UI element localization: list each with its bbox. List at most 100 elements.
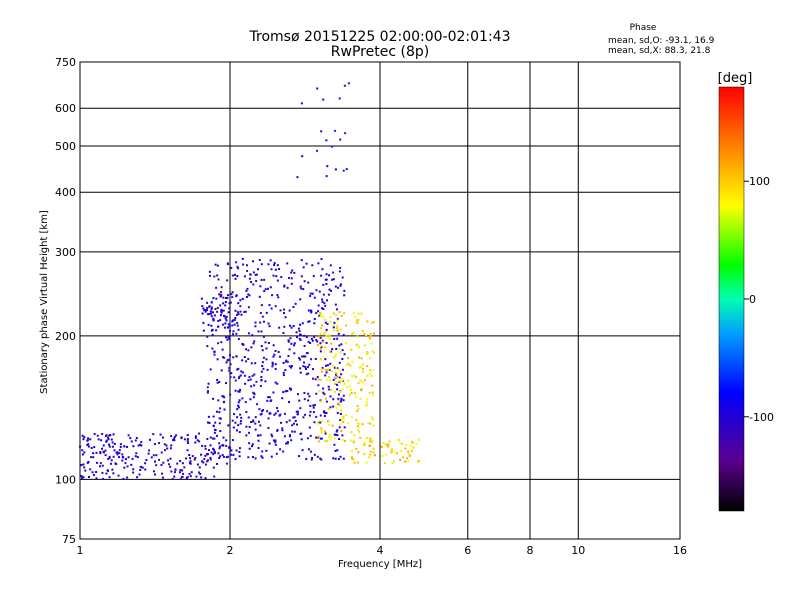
data-point <box>198 432 201 435</box>
data-point <box>339 390 342 393</box>
data-point <box>118 449 121 452</box>
data-point <box>335 347 338 350</box>
data-point <box>203 458 206 461</box>
data-point <box>298 337 301 340</box>
data-point <box>306 366 309 369</box>
data-point <box>218 442 221 445</box>
data-point <box>211 437 214 440</box>
data-point <box>195 475 198 478</box>
data-point <box>199 472 202 475</box>
data-point <box>111 445 114 448</box>
data-point <box>290 277 293 280</box>
data-point <box>176 462 179 465</box>
data-point <box>351 332 354 335</box>
data-point <box>261 456 264 459</box>
data-point <box>180 476 183 479</box>
data-point <box>186 476 189 479</box>
data-point <box>134 439 137 442</box>
data-point <box>301 449 304 452</box>
data-point <box>126 445 129 448</box>
data-point <box>262 320 265 323</box>
data-point <box>342 334 345 337</box>
data-point <box>181 469 184 472</box>
data-point <box>355 396 358 399</box>
data-point <box>371 321 374 324</box>
data-point <box>198 466 201 469</box>
data-point <box>309 309 312 312</box>
data-point <box>339 328 342 331</box>
data-point <box>83 451 86 454</box>
data-point <box>407 450 410 453</box>
data-point <box>293 416 296 419</box>
data-point <box>299 367 302 370</box>
data-point <box>325 400 328 403</box>
data-point <box>283 308 286 311</box>
data-point <box>265 449 268 452</box>
data-point <box>220 341 223 344</box>
data-point <box>212 317 215 320</box>
data-point <box>357 451 360 454</box>
data-point <box>310 358 313 361</box>
data-point <box>277 296 280 299</box>
data-point <box>358 346 361 349</box>
data-point <box>291 269 294 272</box>
data-point <box>245 264 248 267</box>
data-point <box>144 462 147 465</box>
data-point <box>342 169 345 172</box>
data-point <box>366 351 369 354</box>
data-point <box>230 266 233 269</box>
data-point <box>405 444 408 447</box>
data-point <box>323 318 326 321</box>
data-point <box>231 296 234 299</box>
data-point <box>339 138 342 141</box>
data-point <box>342 399 345 402</box>
data-point <box>321 268 324 271</box>
data-point <box>239 310 242 313</box>
data-point <box>412 441 415 444</box>
data-point <box>320 346 323 349</box>
data-point <box>267 426 270 429</box>
data-point <box>131 457 134 460</box>
data-point <box>326 378 329 381</box>
data-point <box>107 469 110 472</box>
data-point <box>313 322 316 325</box>
data-point <box>110 438 113 441</box>
data-point <box>95 451 98 454</box>
data-point <box>239 374 242 377</box>
data-point <box>160 451 163 454</box>
data-point <box>232 356 235 359</box>
x-axis-label: Frequency [MHz] <box>338 559 422 570</box>
data-point <box>210 451 213 454</box>
data-point <box>118 452 121 455</box>
data-point <box>233 273 236 276</box>
data-point <box>335 430 338 433</box>
data-point <box>283 325 286 328</box>
data-point <box>335 380 338 383</box>
data-point <box>231 439 234 442</box>
data-point <box>313 453 316 456</box>
data-point <box>246 287 249 290</box>
data-point <box>230 293 233 296</box>
data-point <box>325 139 328 142</box>
data-point <box>319 437 322 440</box>
data-point <box>196 439 199 442</box>
data-point <box>264 341 267 344</box>
data-point <box>262 409 265 412</box>
data-point <box>81 434 84 437</box>
data-point <box>95 477 98 480</box>
data-point <box>110 462 113 465</box>
data-point <box>217 399 220 402</box>
data-point <box>273 413 276 416</box>
x-tick-labels: 1 2 4 6 8 10 16 <box>77 544 688 557</box>
data-point <box>341 357 344 360</box>
data-point <box>296 410 299 413</box>
data-point <box>353 462 356 465</box>
data-point <box>237 377 240 380</box>
data-point <box>332 271 335 274</box>
data-point <box>235 332 238 335</box>
data-point <box>318 421 321 424</box>
data-point <box>212 415 215 418</box>
data-point <box>341 349 344 352</box>
data-point <box>189 457 192 460</box>
x-tick-label: 2 <box>227 544 234 557</box>
